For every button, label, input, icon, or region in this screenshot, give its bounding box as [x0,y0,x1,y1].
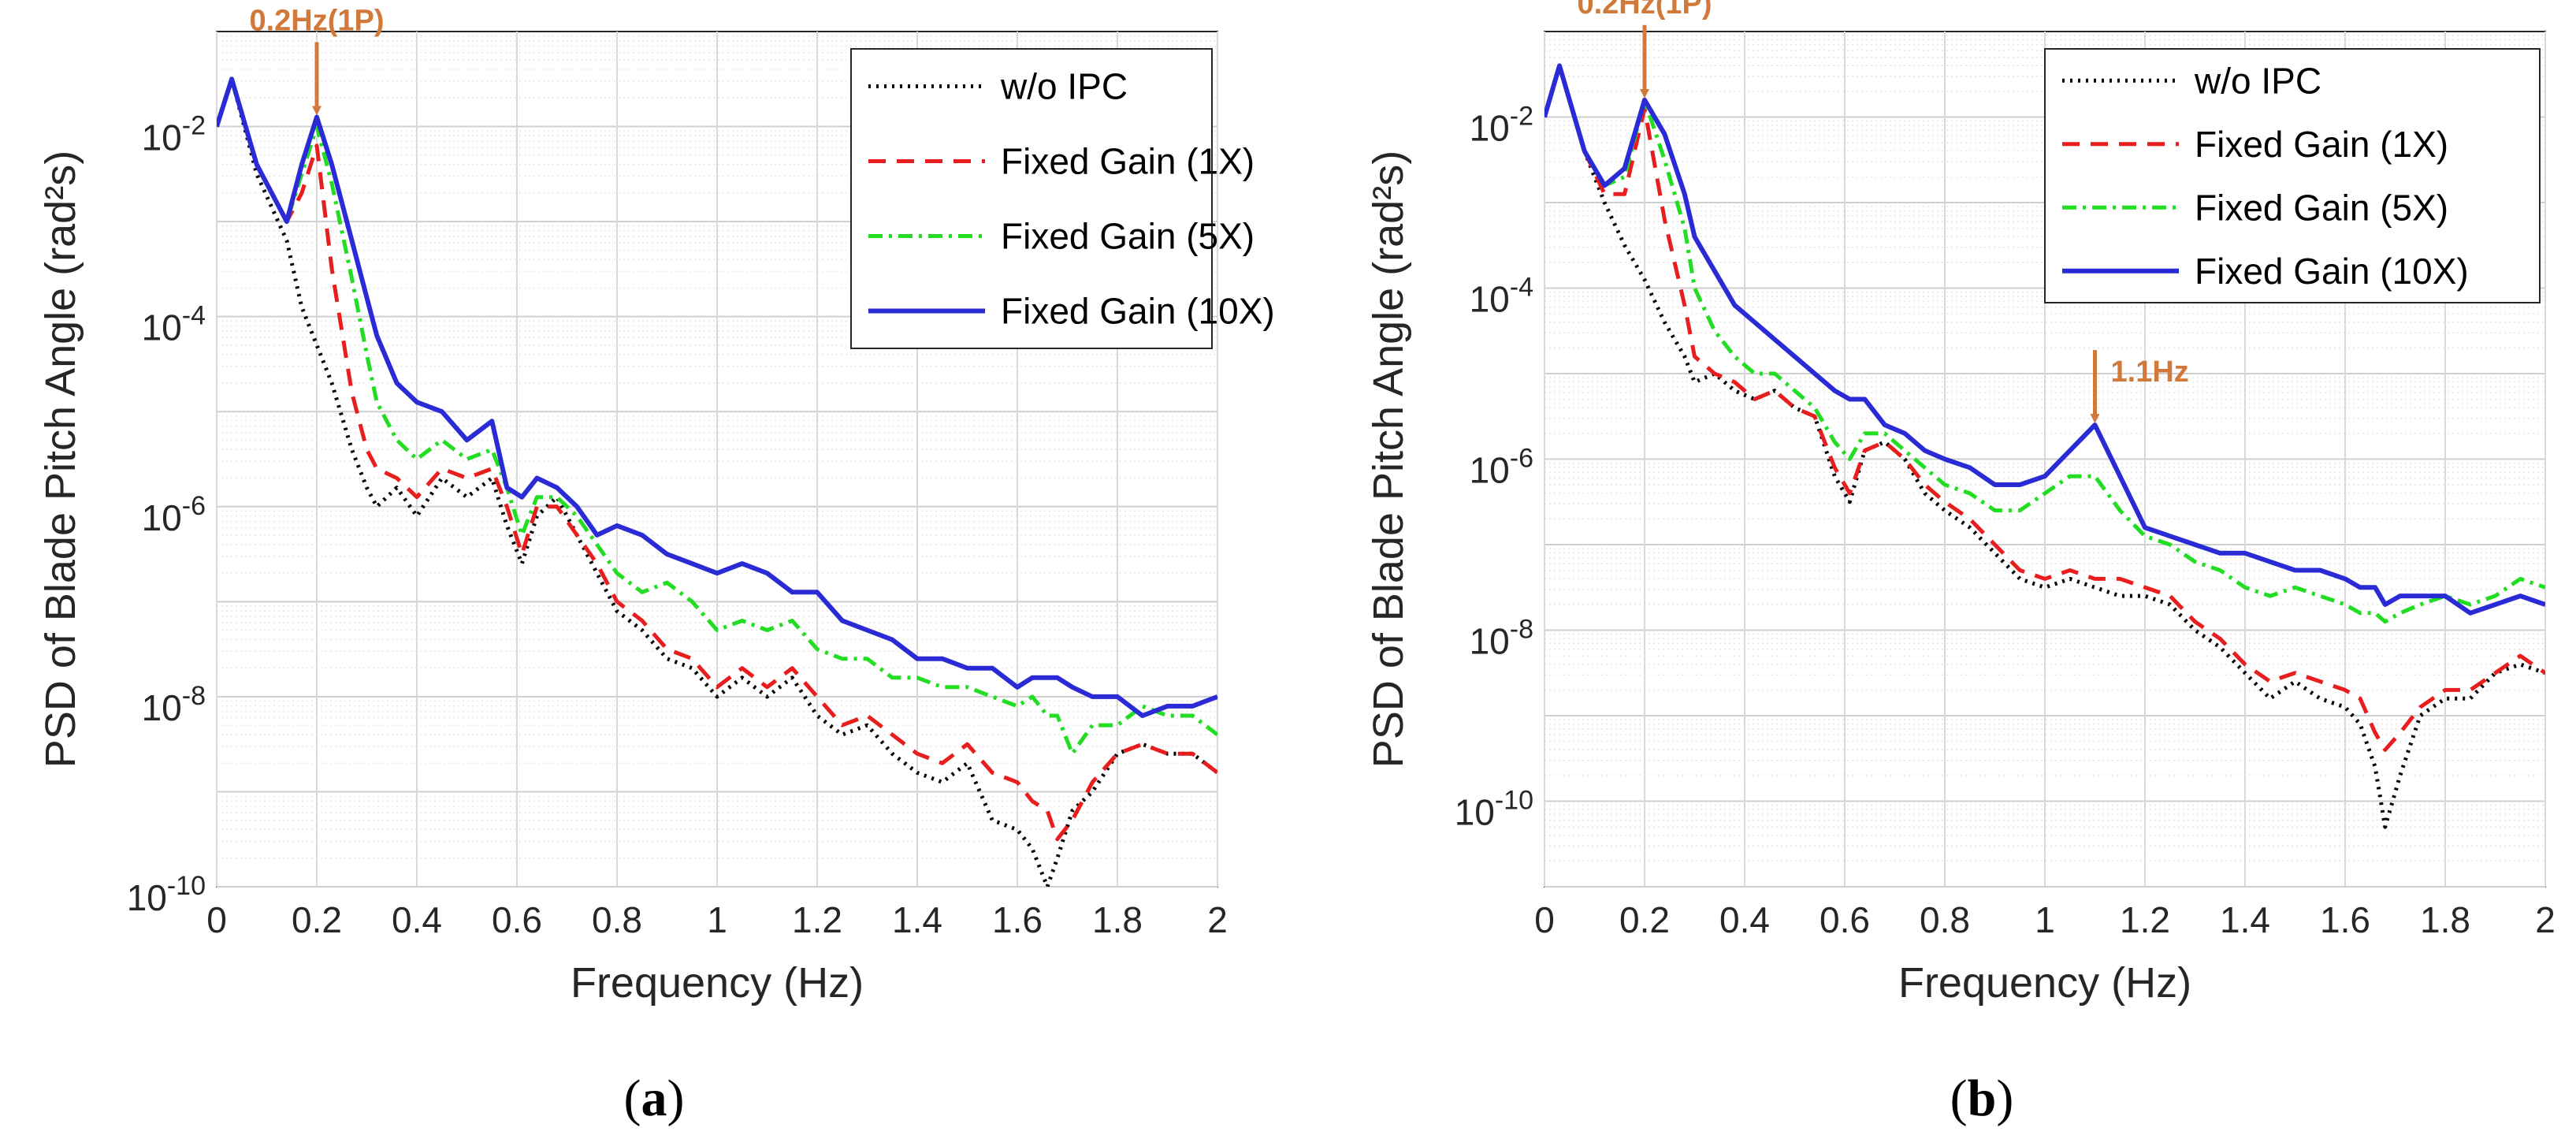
x-tick-label: 0.2 [292,899,342,940]
annotation-1p: 0.2Hz(1P) [1577,0,1712,99]
y-axis-label-a: PSD of Blade Pitch Angle (rad²s) [37,151,84,768]
x-tick-label: 1.4 [2220,899,2270,940]
x-axis-label-b: Frequency (Hz) [1898,959,2191,1007]
legend-label: Fixed Gain (5X) [1001,216,1255,257]
series-line-wo-ipc [1544,63,2545,829]
legend-entry: w/o IPC [2062,60,2321,101]
legend-label: Fixed Gain (1X) [2195,124,2448,165]
legend-box [850,48,1213,349]
x-tick-label: 0.2 [1619,899,1670,940]
x-tick-label: 0 [206,899,227,940]
legend-label: w/o IPC [2194,60,2321,101]
x-ticks-a: 0 0.2 0.4 0.6 0.8 1 1.2 1.4 1.6 1.8 2 [206,899,1228,940]
annotation-label: 0.2Hz(1P) [249,5,384,38]
annotations-b: 0.2Hz(1P) 1.1Hz [1577,0,2189,424]
annotation-label: 1.1Hz [2111,355,2189,389]
annotation-1-1hz: 1.1Hz [2090,350,2189,424]
legend-entry: w/o IPC [868,66,1128,107]
panel-a: 10-10 10-8 10-6 10-4 10-2 0 0.2 0.4 0.6 … [37,5,1275,1128]
x-tick-label: 0.4 [392,899,442,940]
x-tick-label: 1.4 [892,899,942,940]
series-group-a [217,76,1217,887]
y-tick-label: 10-2 [1470,102,1533,149]
x-tick-label: 1.6 [992,899,1043,940]
y-tick-label: 10-8 [1470,615,1533,662]
panel-label-a: (a) [624,1070,685,1127]
panel-label-b: (b) [1950,1070,2014,1127]
y-ticks-a: 10-10 10-8 10-6 10-4 10-2 [127,111,206,918]
x-tick-label: 0.6 [492,899,542,940]
series-line-fixed-gain-5x [1544,63,2545,624]
y-tick-label: 10-6 [1470,444,1533,491]
x-tick-label: 1.2 [792,899,842,940]
legend-entry: Fixed Gain (1X) [2062,124,2448,165]
legend-a: w/o IPC Fixed Gain (1X) Fixed Gain (5X) … [850,48,1275,349]
x-tick-label: 0.4 [1719,899,1770,940]
x-tick-label: 1.2 [2120,899,2170,940]
legend-entry: Fixed Gain (10X) [2062,251,2469,292]
legend-label: w/o IPC [1000,66,1128,107]
x-tick-label: 1 [2035,899,2055,940]
legend-entry: Fixed Gain (5X) [868,216,1255,257]
y-tick-label: 10-10 [127,871,206,918]
x-tick-label: 0 [1534,899,1555,940]
legend-entry: Fixed Gain (5X) [2062,187,2448,228]
series-line-fixed-gain-10x [217,76,1217,718]
y-tick-label: 10-4 [1470,273,1533,320]
panel-b: 10-10 10-8 10-6 10-4 10-2 0 0.2 0.4 0.6 … [1365,0,2556,1127]
x-tick-label: 1.6 [2320,899,2370,940]
x-tick-label: 1.8 [1092,899,1143,940]
x-axis-label-a: Frequency (Hz) [571,959,864,1007]
series-line-fixed-gain-1x [217,76,1217,842]
series-line-fixed-gain-10x [1544,63,2545,616]
legend-b: w/o IPC Fixed Gain (1X) Fixed Gain (5X) … [2044,48,2541,303]
x-tick-label: 0.8 [1920,899,1970,940]
x-tick-label: 0.8 [592,899,642,940]
y-tick-label: 10-8 [142,681,206,728]
x-tick-label: 2 [2535,899,2556,940]
series-group-b [1544,63,2545,829]
legend-label: Fixed Gain (1X) [1001,141,1255,182]
legend-label: Fixed Gain (5X) [2195,187,2448,228]
x-tick-label: 1 [707,899,727,940]
y-axis-label-b: PSD of Blade Pitch Angle (rad²s) [1365,151,1412,768]
y-tick-label: 10-6 [142,491,206,538]
legend-label: Fixed Gain (10X) [2195,251,2469,292]
x-ticks-b: 0 0.2 0.4 0.6 0.8 1 1.2 1.4 1.6 1.8 2 [1534,899,2556,940]
legend-label: Fixed Gain (10X) [1001,291,1275,332]
legend-entry: Fixed Gain (10X) [868,291,1275,332]
legend-box [2044,48,2541,303]
y-ticks-b: 10-10 10-8 10-6 10-4 10-2 [1455,102,1533,833]
y-tick-label: 10-4 [142,301,206,348]
y-tick-label: 10-2 [142,111,206,158]
x-tick-label: 1.8 [2420,899,2470,940]
x-tick-label: 2 [1207,899,1228,940]
x-tick-label: 0.6 [1820,899,1870,940]
y-tick-label: 10-10 [1455,786,1533,833]
series-line-fixed-gain-1x [1544,63,2545,752]
legend-entry: Fixed Gain (1X) [868,141,1255,182]
annotation-1p: 0.2Hz(1P) [249,5,385,116]
series-line-wo-ipc [217,76,1217,887]
annotation-label: 0.2Hz(1P) [1577,0,1712,20]
annotations-a: 0.2Hz(1P) [249,5,385,116]
